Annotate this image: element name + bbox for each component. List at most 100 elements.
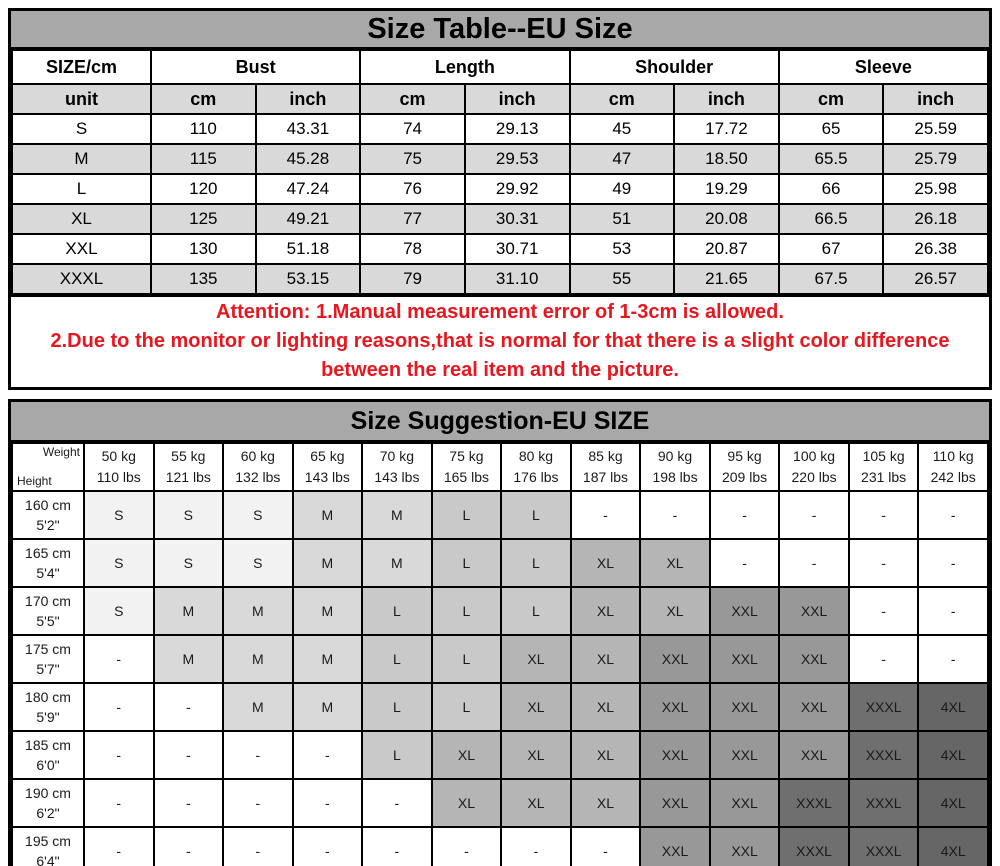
weight-kg: 80 kg (518, 448, 554, 464)
suggestion-cell: 4XL (917, 730, 989, 780)
suggestion-cell: XXXL (847, 730, 920, 780)
weight-header-cell: 65 kg 143 lbs (291, 442, 364, 492)
size-value-cell: 115 (150, 143, 257, 175)
height-cm: 190 cm (25, 785, 71, 801)
weight-kg: 95 kg (727, 448, 762, 464)
suggestion-cell: - (917, 634, 989, 684)
suggestion-cell: 4XL (917, 826, 989, 866)
suggestion-cell: - (500, 826, 572, 866)
weight-header-row: Weight Height 50 kg 110 lbs 55 kg 121 lbs 60 k… (11, 442, 989, 492)
size-label-cell: L (11, 173, 152, 205)
suggestion-cell: L (430, 586, 503, 636)
unit-header-cell: cm (568, 83, 676, 115)
suggestion-cell: - (361, 778, 433, 828)
suggestion-cell: - (83, 682, 155, 732)
weight-kg: 85 kg (588, 448, 623, 464)
suggestion-cell: - (430, 826, 503, 866)
size-value-cell: 30.71 (463, 233, 571, 265)
unit-header-cell: cm (150, 83, 257, 115)
height-ft: 5'7" (36, 661, 60, 677)
height-cm: 175 cm (25, 641, 71, 657)
size-table-title: Size Table--EU Size (11, 11, 989, 49)
suggestion-cell: XL (569, 778, 642, 828)
suggestion-cell: XXXL (847, 778, 920, 828)
suggestion-cell: M (222, 634, 294, 684)
weight-header-cell: 105 kg 231 lbs (847, 442, 920, 492)
size-value-cell: 18.50 (673, 143, 780, 175)
size-row: M 115 45.28 75 29.53 47 18.50 65.5 25.79 (11, 143, 989, 175)
suggestion-cell: XXL (778, 682, 850, 732)
size-row: S 110 43.31 74 29.13 45 17.72 65 25.59 (11, 113, 989, 145)
corner-height-label: Height (17, 474, 52, 488)
suggestion-cell: - (291, 826, 364, 866)
suggestion-cell: XXL (778, 586, 850, 636)
weight-height-corner-cell: Weight Height (11, 442, 85, 492)
suggestion-cell: - (917, 490, 989, 540)
suggestion-cell: - (83, 634, 155, 684)
suggestion-cell: - (847, 538, 920, 588)
suggestion-cell: M (361, 538, 433, 588)
size-value-cell: 74 (359, 113, 466, 145)
suggestion-cell: - (778, 490, 850, 540)
weight-kg: 70 kg (379, 448, 415, 464)
suggestion-cell: - (83, 730, 155, 780)
size-row: XXL 130 51.18 78 30.71 53 20.87 67 26.38 (11, 233, 989, 265)
suggestion-cell: S (222, 538, 294, 588)
height-cm: 170 cm (25, 593, 71, 609)
size-value-cell: 43.31 (254, 113, 362, 145)
suggestion-cell: - (708, 490, 781, 540)
suggestion-cell: - (917, 586, 989, 636)
suggestion-row: 170 cm 5'5" S M M M L L L XL XL XXL XXL - - (11, 586, 989, 636)
size-value-cell: 79 (359, 263, 466, 295)
size-suggestion-title: Size Suggestion-EU SIZE (11, 402, 989, 442)
suggestion-cell: M (291, 586, 364, 636)
size-value-cell: 53 (568, 233, 676, 265)
suggestion-cell: XXXL (847, 682, 920, 732)
col-header-shoulder: Shoulder (568, 49, 780, 85)
weight-header-cell: 50 kg 110 lbs (83, 442, 155, 492)
weight-kg: 100 kg (793, 448, 836, 464)
suggestion-cell: XL (500, 682, 572, 732)
weight-header-cell: 110 kg 242 lbs (917, 442, 989, 492)
height-header-cell: 185 cm 6'0" (11, 730, 85, 780)
suggestion-cell: XL (569, 538, 642, 588)
size-label-cell: XXL (11, 233, 152, 265)
suggestion-cell: S (152, 490, 225, 540)
height-ft: 5'5" (36, 613, 60, 629)
unit-header-cell: unit (11, 83, 152, 115)
suggestion-cell: L (361, 730, 433, 780)
weight-header-cell: 70 kg 143 lbs (361, 442, 433, 492)
size-table-group-header-row: SIZE/cm Bust Length Shoulder Sleeve (11, 49, 990, 85)
suggestion-cell: - (708, 538, 781, 588)
suggestion-cell: - (639, 490, 711, 540)
weight-kg: 105 kg (862, 448, 905, 464)
suggestion-cell: L (500, 538, 572, 588)
suggestion-cell: XXL (639, 826, 711, 866)
suggestion-cell: XL (569, 682, 642, 732)
suggestion-cell: - (847, 634, 920, 684)
weight-header-cell: 60 kg 132 lbs (222, 442, 294, 492)
weight-lbs: 110 lbs (96, 469, 141, 485)
size-value-cell: 26.57 (882, 263, 989, 295)
weight-lbs: 165 lbs (443, 469, 489, 485)
size-value-cell: 49.21 (254, 203, 362, 235)
size-value-cell: 19.29 (673, 173, 780, 205)
weight-header-cell: 85 kg 187 lbs (569, 442, 642, 492)
weight-kg: 55 kg (171, 448, 206, 464)
size-table-panel: Size Table--EU Size SIZE/cm Bust Length … (8, 8, 992, 390)
suggestion-cell: M (152, 586, 225, 636)
suggestion-cell: XXL (708, 682, 781, 732)
weight-lbs: 121 lbs (165, 469, 211, 485)
col-header-length: Length (359, 49, 571, 85)
suggestion-cell: M (361, 490, 433, 540)
suggestion-cell: XXL (708, 586, 781, 636)
col-header-sleeve: Sleeve (777, 49, 990, 85)
suggestion-cell: XXL (708, 634, 781, 684)
height-header-cell: 165 cm 5'4" (11, 538, 85, 588)
size-value-cell: 120 (150, 173, 257, 205)
height-header-cell: 170 cm 5'5" (11, 586, 85, 636)
size-label-cell: XL (11, 203, 152, 235)
size-value-cell: 31.10 (463, 263, 571, 295)
weight-lbs: 209 lbs (721, 469, 768, 485)
size-value-cell: 67.5 (777, 263, 885, 295)
